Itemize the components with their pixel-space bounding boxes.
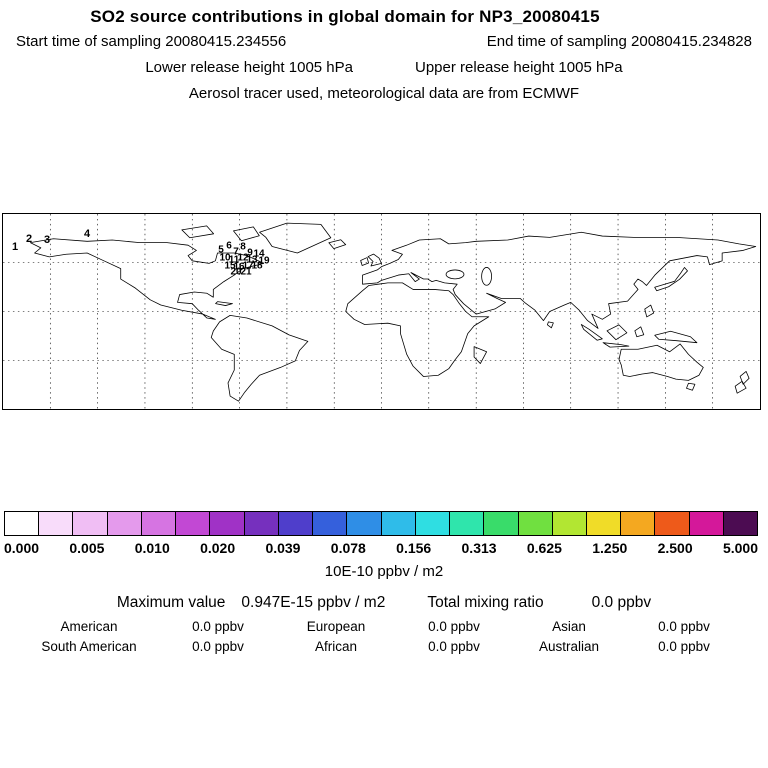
- release-point-label: 9: [247, 247, 253, 259]
- colorbar-segment: [106, 512, 141, 535]
- release-point-label: 11: [228, 254, 240, 266]
- colorbar-segment: [380, 512, 415, 535]
- contributions-table: American 0.0 ppbv European 0.0 ppbv Asian 0.0…: [14, 619, 754, 654]
- contribution-value: 0.0 ppbv: [428, 619, 480, 634]
- colorbar-segment: [414, 512, 450, 535]
- colorbar-segment: [209, 512, 244, 535]
- world-map: 1 2 3 4 5 6 7 8 9 10 11 12 13 14 15 16 17 18 19 20 21: [2, 213, 761, 410]
- contribution-value: 0.0 ppbv: [658, 619, 710, 634]
- release-point-label: 3: [43, 234, 51, 246]
- total-mixing-value: 0.0 ppbv: [591, 594, 652, 611]
- colorbar-segment: [483, 512, 518, 535]
- colorbar-tick: 0.156: [396, 540, 432, 556]
- colorbar-tick: 0.010: [134, 540, 170, 556]
- colorbar-tick: 0.000: [4, 540, 40, 556]
- release-point-label: 14: [253, 248, 265, 260]
- colorbar-segment: [620, 512, 655, 535]
- world-map-svg: [3, 214, 760, 409]
- contribution-value: 0.0 ppbv: [192, 639, 244, 654]
- total-mixing-label: Total mixing ratio: [427, 594, 544, 611]
- contribution-name: American: [60, 619, 118, 634]
- release-point-label: 10: [219, 252, 231, 264]
- colorbar-tick: 1.250: [592, 540, 628, 556]
- colorbar-segment: [72, 512, 107, 535]
- colorbar-segment: [5, 512, 39, 535]
- release-point-label: 7: [233, 246, 239, 258]
- max-value-label: Maximum value: [116, 594, 226, 611]
- release-point-label: 21: [240, 266, 252, 278]
- colorbar-segment: [140, 512, 176, 535]
- release-point-label: 5: [218, 244, 224, 256]
- contribution-value: 0.0 ppbv: [192, 619, 244, 634]
- contribution-name: European: [306, 619, 366, 634]
- tracer-info-text: Aerosol tracer used, meteorological data…: [188, 85, 580, 102]
- colorbar-segment: [312, 512, 347, 535]
- contribution-name: African: [314, 639, 358, 654]
- release-point-label: 20: [230, 266, 242, 278]
- end-time-text: End time of sampling 20080415.234828: [486, 33, 752, 50]
- colorbar-segment: [175, 512, 210, 535]
- release-point-label: 12: [237, 252, 249, 264]
- release-point-label: 13: [246, 254, 258, 266]
- colorbar-ticks: 0.000 0.005 0.010 0.020 0.039 0.078 0.156 0.313…: [4, 540, 758, 556]
- colorbar-segment: [38, 512, 73, 535]
- upper-release-text: Upper release height 1005 hPa: [415, 59, 623, 76]
- release-point-label: 8: [240, 241, 246, 253]
- release-point-label: 2: [25, 233, 33, 245]
- release-point-label: 1: [11, 241, 19, 253]
- colorbar-tick: 0.625: [526, 540, 562, 556]
- colorbar-tick: 0.005: [69, 540, 105, 556]
- colorbar-segment: [243, 512, 278, 535]
- max-value: 0.947E-15 ppbv / m2: [241, 594, 386, 611]
- release-height-line: Lower release height 1005 hPa Upper rele…: [0, 59, 768, 76]
- page-title: SO2 source contributions in global domai…: [90, 7, 600, 26]
- contribution-value: 0.0 ppbv: [658, 639, 710, 654]
- colorbar-tick: 2.500: [657, 540, 693, 556]
- colorbar-units: 10E-10 ppbv / m2: [324, 563, 444, 580]
- release-point-label: 6: [226, 240, 232, 252]
- lower-release-text: Lower release height 1005 hPa: [145, 59, 353, 76]
- map-coastlines: [29, 222, 757, 402]
- contribution-name: South American: [41, 639, 137, 654]
- release-point-label: 4: [83, 228, 91, 240]
- start-time-text: Start time of sampling 20080415.234556: [16, 33, 287, 50]
- release-markers: 1 2 3 4 5 6 7 8 9 10 11 12 13 14 15 16 17 18 19 20 21: [3, 214, 760, 409]
- release-point-label: 19: [258, 255, 270, 267]
- colorbar-segment: [277, 512, 313, 535]
- release-point-label: 16: [233, 261, 245, 273]
- colorbar-segment: [551, 512, 586, 535]
- contribution-value: 0.0 ppbv: [428, 639, 480, 654]
- colorbar-segment: [688, 512, 723, 535]
- contribution-name: Australian: [538, 639, 600, 654]
- colorbar-tick: 0.313: [461, 540, 497, 556]
- colorbar: [4, 511, 758, 536]
- release-point-label: 18: [251, 260, 263, 272]
- colorbar-segment: [585, 512, 621, 535]
- colorbar-segment: [722, 512, 758, 535]
- contribution-name: Asian: [552, 619, 586, 634]
- release-point-label: 17: [242, 260, 254, 272]
- max-value-line: Maximum value 0.947E-15 ppbv / m2 Total …: [0, 594, 768, 612]
- colorbar-tick: 0.078: [330, 540, 366, 556]
- sampling-time-line: Start time of sampling 20080415.234556 E…: [0, 33, 768, 50]
- colorbar-tick: 0.039: [265, 540, 301, 556]
- release-point-label: 15: [224, 260, 236, 272]
- colorbar-segment: [517, 512, 552, 535]
- colorbar-segment: [654, 512, 689, 535]
- colorbar-segment: [346, 512, 381, 535]
- colorbar-tick: 0.020: [200, 540, 236, 556]
- colorbar-tick: 5.000: [722, 540, 758, 556]
- colorbar-segment: [449, 512, 484, 535]
